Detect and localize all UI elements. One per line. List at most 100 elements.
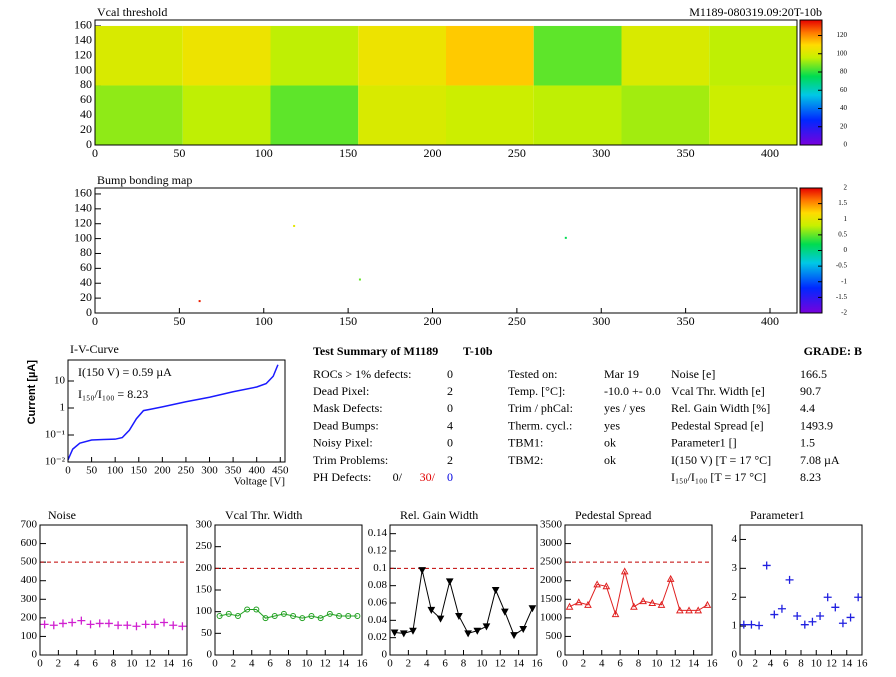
marker: [418, 567, 426, 575]
marker: [639, 597, 647, 605]
marker: [160, 618, 169, 627]
heatmap-cell: [709, 85, 797, 145]
x-tick-label: 8: [636, 658, 642, 670]
marker: [132, 622, 141, 631]
condition-label: Trim / phCal:: [508, 401, 573, 415]
heatmap-cell: [533, 85, 622, 145]
chart-title: Pedestal Spread: [575, 508, 651, 522]
x-tick-label: 8: [111, 658, 117, 670]
y-tick-label: 40: [80, 107, 92, 121]
marker: [676, 606, 684, 614]
marker: [58, 619, 67, 628]
marker: [528, 605, 537, 613]
z-tick-label: 40: [840, 104, 848, 112]
defect-label: Dead Bumps:: [313, 418, 379, 432]
marker: [657, 600, 666, 608]
y-tick-label: 10⁻²: [45, 456, 66, 468]
x-tick-label: 10: [651, 658, 663, 670]
x-tick-label: 14: [338, 658, 350, 670]
chart-title: Rel. Gain Width: [400, 508, 478, 522]
chart-title: Vcal threshold: [97, 5, 167, 19]
marker: [225, 610, 232, 617]
condition-value: Mar 19: [604, 367, 639, 381]
run-label: M1189-080319.09:20T-10b: [689, 5, 822, 19]
result-value: 8.23: [800, 470, 821, 484]
series-line: [219, 609, 358, 619]
x-tick-label: 14: [513, 658, 525, 670]
x-tick-label: 300: [201, 465, 218, 477]
x-tick-label: 4: [768, 658, 774, 670]
defect-value: 2: [447, 453, 453, 467]
marker: [501, 608, 509, 616]
marker: [584, 600, 592, 608]
x-tick-label: 0: [92, 146, 98, 160]
z-tick-label: 0: [844, 141, 848, 149]
marker: [141, 620, 150, 629]
y-tick-label: 1: [60, 402, 66, 414]
annotation: I(150 V) = 0.59 µA: [78, 365, 172, 379]
iv-curve: [67, 364, 279, 461]
series-line: [394, 569, 533, 636]
marker: [399, 630, 408, 638]
z-tick-label: 0.5: [838, 230, 847, 238]
y-tick-label: 80: [80, 77, 92, 91]
x-tick-label: 250: [508, 314, 526, 328]
x-tick-label: 200: [424, 146, 442, 160]
x-tick-label: 350: [225, 465, 242, 477]
x-tick-label: 4: [424, 658, 430, 670]
marker: [666, 574, 675, 582]
y-tick-label: 20: [80, 122, 92, 136]
z-tick-label: 20: [840, 122, 848, 130]
y-tick-label: 600: [21, 537, 38, 549]
x-tick-label: 400: [761, 146, 779, 160]
x-tick-label: 200: [154, 465, 171, 477]
condition-label: Temp. [°C]:: [508, 384, 565, 398]
x-tick-label: 150: [131, 465, 148, 477]
plot-frame: [67, 359, 286, 463]
y-tick-label: 40: [80, 275, 92, 289]
marker: [68, 618, 77, 627]
x-tick-label: 0: [212, 658, 218, 670]
y-tick-label: 0: [86, 137, 92, 151]
defect-label: Dead Pixel:: [313, 384, 369, 398]
condition-value: -10.0 +- 0.0: [604, 384, 661, 398]
y-tick-label: 200: [196, 562, 213, 574]
marker: [831, 603, 840, 612]
y-tick-label: 20: [80, 290, 92, 304]
heatmap-cell: [182, 25, 271, 86]
x-tick-label: 14: [163, 658, 175, 670]
defect-value: 4: [447, 418, 453, 432]
marker: [290, 613, 297, 619]
y-tick-label: 140: [74, 33, 92, 47]
marker: [123, 621, 132, 630]
chart-title: I-V-Curve: [70, 342, 119, 356]
marker: [150, 620, 159, 629]
marker: [703, 600, 712, 608]
colorbar: [799, 19, 823, 146]
z-tick-label: 2: [844, 184, 848, 192]
marker: [464, 630, 472, 638]
y-tick-label: 50: [201, 627, 213, 639]
x-tick-label: 100: [107, 465, 124, 477]
x-tick-label: 100: [255, 314, 273, 328]
y-tick-label: 4: [732, 533, 738, 545]
marker: [739, 620, 748, 629]
marker: [455, 613, 463, 621]
z-tick-label: 80: [840, 68, 848, 76]
y-tick-label: 0: [207, 649, 213, 661]
marker: [253, 606, 260, 613]
marker: [326, 610, 333, 617]
y-tick-label: 500: [546, 630, 563, 642]
marker: [409, 627, 417, 635]
marker: [114, 621, 123, 630]
result-label: Rel. Gain Width [%]: [671, 401, 770, 415]
condition-value: yes / yes: [604, 401, 646, 415]
x-tick-label: 2: [753, 658, 759, 670]
y-tick-label: 10: [54, 375, 66, 387]
x-tick-label: 16: [532, 658, 544, 670]
marker: [793, 612, 802, 620]
marker: [280, 610, 287, 617]
x-tick-label: 6: [442, 658, 448, 670]
z-tick-label: -1.5: [836, 293, 848, 301]
